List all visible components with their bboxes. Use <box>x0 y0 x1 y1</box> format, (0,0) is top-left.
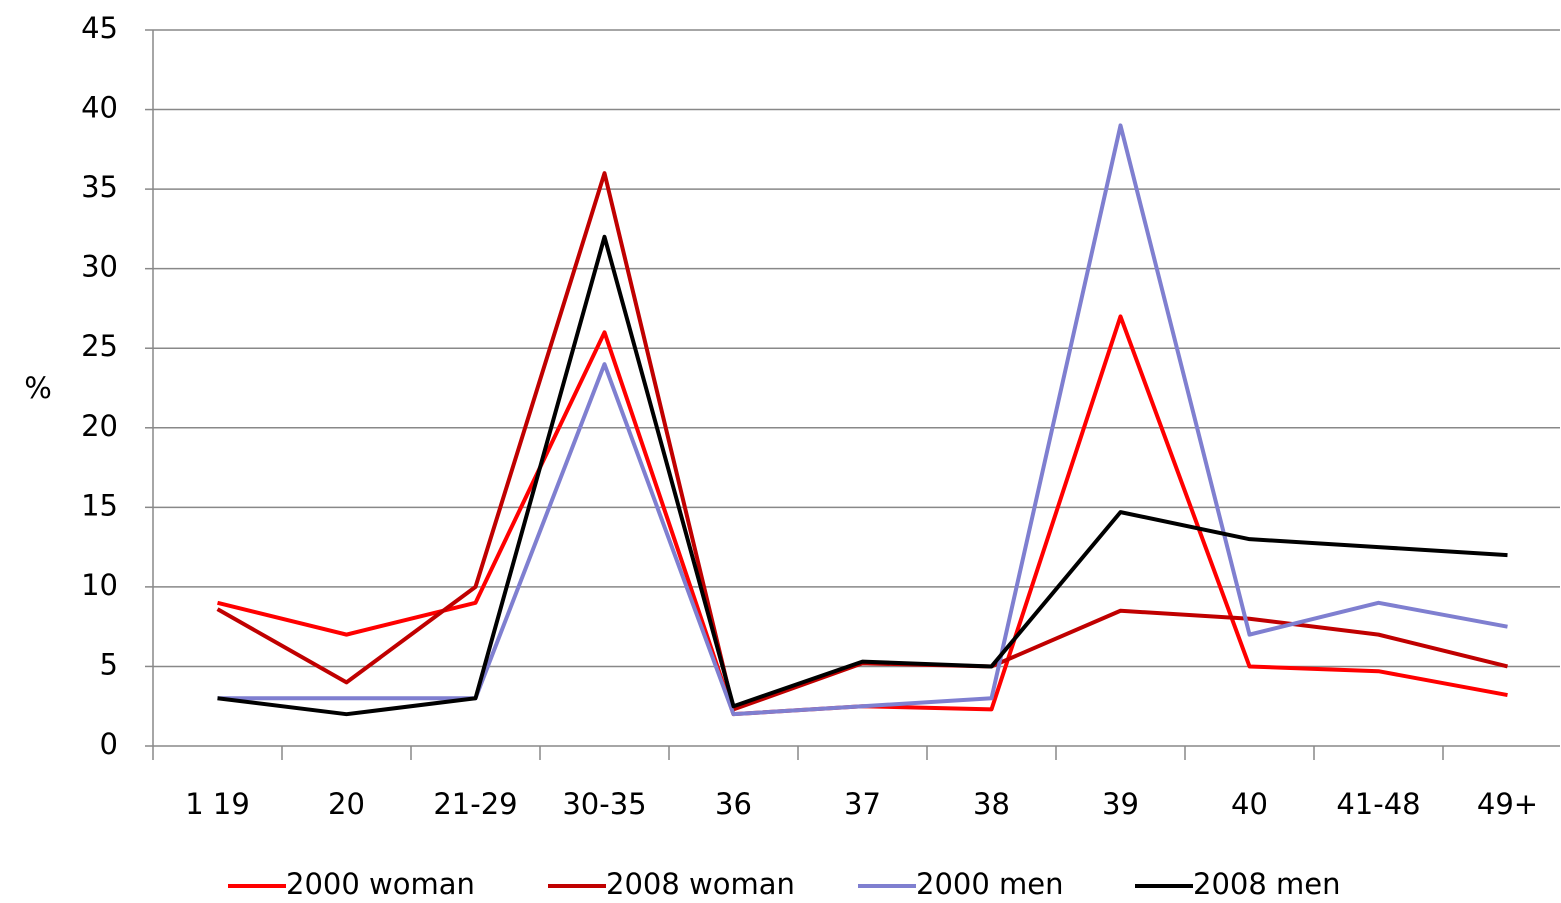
legend-label: 2000 men <box>916 867 1064 901</box>
y-tick-label: 20 <box>81 409 118 443</box>
x-tick-label: 20 <box>328 787 365 821</box>
y-tick-label: 30 <box>81 250 118 284</box>
x-tick-label: 30-35 <box>562 787 646 821</box>
y-tick-label: 0 <box>100 727 118 761</box>
series-line <box>217 123 1508 717</box>
x-tick-label: 49+ <box>1477 787 1538 821</box>
x-tick-label: 21-29 <box>433 787 517 821</box>
x-tick-label: 36 <box>715 787 752 821</box>
x-tick-label: 40 <box>1231 787 1268 821</box>
series-line <box>217 314 1508 717</box>
y-tick-label: 40 <box>81 91 118 125</box>
x-tick-label: 38 <box>973 787 1010 821</box>
series-line <box>217 234 1508 717</box>
x-tick-label: 39 <box>1102 787 1139 821</box>
y-tick-label: 25 <box>81 329 118 363</box>
x-tick-label: 41-48 <box>1336 787 1420 821</box>
y-tick-label: 10 <box>81 568 118 602</box>
y-tick-label: 45 <box>81 11 118 45</box>
x-tick-label: 37 <box>844 787 881 821</box>
legend-label: 2000 woman <box>286 867 475 901</box>
y-tick-label: 35 <box>81 170 118 204</box>
series-line <box>216 171 1508 712</box>
y-tick-label: 5 <box>100 647 118 681</box>
y-axis-label: % <box>24 371 52 405</box>
legend-label: 2008 woman <box>606 867 795 901</box>
legend-label: 2008 men <box>1193 867 1341 901</box>
y-tick-label: 15 <box>81 488 118 522</box>
x-tick-label: 1 19 <box>185 787 250 821</box>
